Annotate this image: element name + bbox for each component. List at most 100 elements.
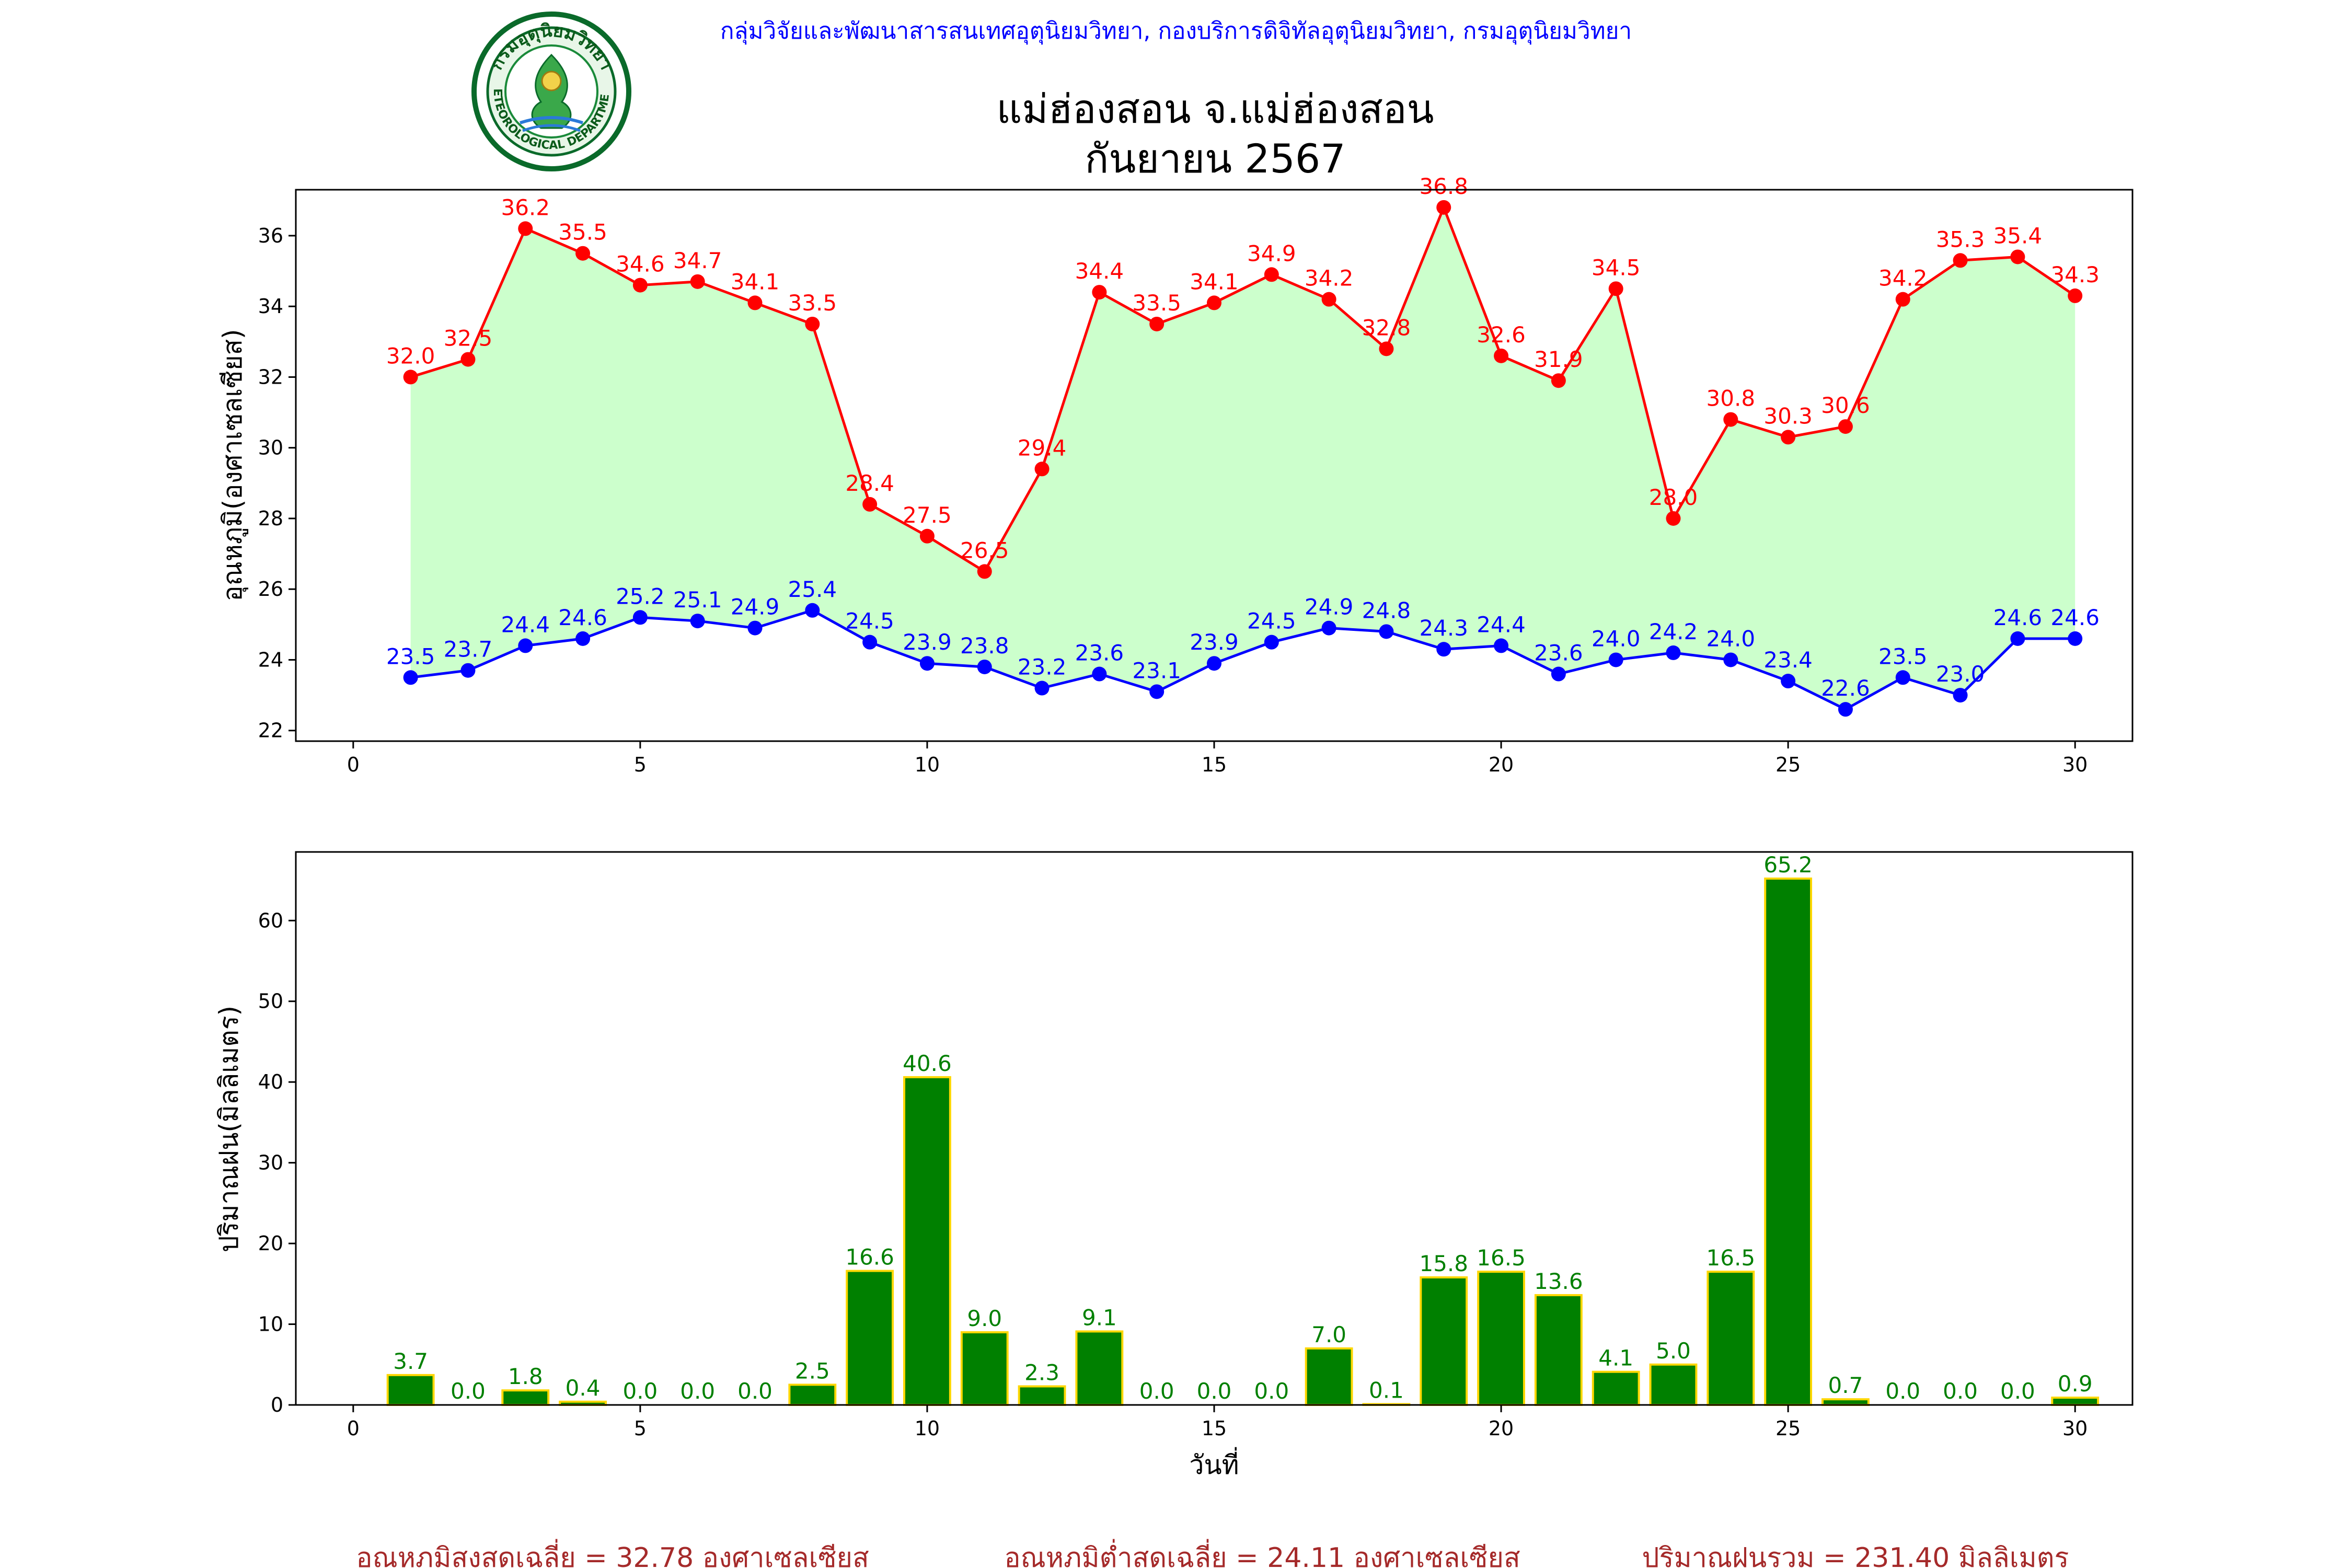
rainfall-y-tick-label: 60: [258, 909, 283, 932]
temperature-x-tick-label: 5: [634, 753, 647, 776]
min-temperature-point: [1953, 688, 1968, 703]
max-temperature-label: 29.4: [1018, 435, 1067, 460]
min-temperature-point: [1092, 666, 1107, 682]
max-temperature-label: 36.2: [501, 194, 550, 220]
min-temperature-label: 24.0: [1707, 626, 1756, 651]
rainfall-bar: [2051, 1397, 2100, 1406]
min-temperature-label: 24.0: [1592, 626, 1641, 651]
max-temperature-label: 31.9: [1534, 347, 1583, 372]
max-temperature-point: [1034, 462, 1050, 477]
temperature-y-tick-label: 32: [258, 365, 283, 388]
rainfall-bar: [1649, 1363, 1698, 1406]
temperature-x-tick-label: 25: [1775, 753, 1801, 776]
max-temperature-point: [1436, 200, 1451, 215]
rainfall-bar: [1477, 1271, 1525, 1406]
rainfall-x-tick-label: 25: [1775, 1417, 1801, 1440]
rainfall-bar-label: 0.0: [451, 1378, 486, 1404]
max-temperature-label: 27.5: [903, 502, 952, 528]
temperature-data-labels: 32.0 32.5 36.2 35.5 34.6 34.7 34.1 33.5 28.4 27.5…: [386, 174, 2100, 701]
min-temperature-point: [1379, 624, 1394, 639]
temperature-y-tick-label: 26: [258, 578, 283, 601]
temperature-y-tick-label: 28: [258, 507, 283, 530]
rainfall-bar-label: 16.5: [1707, 1245, 1756, 1271]
rainfall-x-axis-title: วันที่: [1189, 1447, 1239, 1480]
min-temperature-label: 24.4: [1477, 612, 1526, 637]
min-temperature-label: 24.4: [501, 612, 550, 637]
meteorological-department-logo: กรมอุตุนิยมวิทยา METEOROLOGICAL DEPARTME…: [471, 11, 631, 171]
max-temperature-point: [1149, 316, 1165, 331]
rainfall-y-tick-label: 10: [258, 1313, 283, 1336]
max-temperature-point: [747, 295, 763, 310]
rainfall-bar-label: 5.0: [1656, 1338, 1691, 1364]
rainfall-bar-label: 9.0: [967, 1306, 1002, 1331]
min-temperature-point: [460, 663, 476, 678]
rainfall-bar-label: 0.7: [1828, 1373, 1863, 1398]
rainfall-plot-frame: [295, 851, 2134, 1406]
min-temperature-point: [1149, 684, 1165, 699]
max-temperature-point: [977, 564, 992, 579]
rainfall-bar: [1305, 1347, 1353, 1406]
min-temperature-label: 23.4: [1763, 647, 1813, 673]
rainfall-bar-label: 4.1: [1598, 1345, 1633, 1371]
footer-total-rainfall: ปริมาณฝนรวม = 231.40 มิลลิเมตร: [1642, 1542, 2069, 1568]
rainfall-bar-label: 9.1: [1082, 1305, 1117, 1330]
rainfall-bar: [386, 1374, 435, 1406]
min-temperature-label: 22.6: [1821, 675, 1870, 701]
rainfall-bar: [960, 1331, 1009, 1406]
max-temperature-label: 34.6: [616, 251, 665, 277]
rainfall-bar-label: 0.9: [2058, 1371, 2093, 1397]
max-temperature-point: [1723, 412, 1738, 427]
max-temperature-point: [575, 246, 591, 261]
max-temperature-point: [1781, 430, 1796, 445]
rainfall-bar: [1707, 1271, 1755, 1406]
temperature-chart: 32.0 32.5 36.2 35.5 34.6 34.7 34.1 33.5 28.4 27.5…: [217, 174, 2134, 776]
max-temperature-label: 34.7: [673, 248, 722, 273]
temperature-points: [403, 200, 2083, 717]
max-temperature-label: 36.8: [1419, 174, 1468, 199]
temperature-x-tick-label: 20: [1489, 753, 1514, 776]
max-temperature-point: [919, 528, 935, 544]
rainfall-y-tick-label: 50: [258, 990, 283, 1013]
rainfall-bar: [1592, 1370, 1640, 1406]
max-temperature-label: 32.5: [444, 326, 493, 351]
rainfall-bar: [1075, 1330, 1124, 1406]
min-temperature-label: 25.2: [616, 583, 665, 609]
temperature-y-tick-label: 30: [258, 436, 283, 459]
max-temperature-label: 34.2: [1305, 266, 1354, 291]
rainfall-bar-label: 2.3: [1024, 1359, 1059, 1385]
rainfall-x-tick-label: 15: [1202, 1417, 1227, 1440]
max-temperature-point: [2068, 288, 2083, 303]
min-temperature-point: [1781, 674, 1796, 689]
max-temperature-point: [862, 497, 878, 512]
min-temperature-point: [1895, 670, 1910, 685]
rainfall-y-tick-label: 30: [258, 1151, 283, 1174]
max-temperature-point: [1551, 373, 1566, 388]
min-temperature-label: 24.8: [1362, 597, 1411, 623]
min-temperature-point: [919, 656, 935, 671]
rainfall-bar-label: 40.6: [903, 1051, 952, 1076]
max-temperature-point: [1838, 419, 1853, 434]
min-temperature-label: 24.9: [1305, 594, 1354, 620]
rainfall-bar: [846, 1270, 894, 1406]
rainfall-bar-label: 7.0: [1311, 1322, 1346, 1347]
min-temperature-label: 24.5: [1247, 608, 1296, 634]
chart-title-station: แม่ฮ่องสอน จ.แม่ฮ่องสอน: [996, 86, 1434, 132]
min-temperature-label: 24.3: [1419, 615, 1468, 641]
rainfall-bar-label: 13.6: [1534, 1269, 1583, 1294]
max-temperature-point: [1207, 295, 1221, 310]
max-temperature-point: [403, 370, 418, 385]
min-temperature-point: [1838, 702, 1853, 717]
min-temperature-label: 23.9: [903, 629, 952, 655]
max-temperature-label: 30.6: [1821, 393, 1870, 418]
min-temperature-label: 23.8: [960, 633, 1009, 659]
temperature-x-tick-label: 15: [1202, 753, 1227, 776]
rainfall-bar-label: 3.7: [393, 1348, 428, 1374]
temperature-y-tick-label: 36: [258, 224, 283, 247]
max-temperature-point: [2010, 249, 2025, 264]
rainfall-bar-label: 0.0: [680, 1378, 715, 1404]
max-temperature-label: 34.5: [1592, 255, 1641, 280]
rainfall-bar-label: 16.5: [1477, 1245, 1526, 1271]
rainfall-bar: [903, 1076, 951, 1406]
temperature-x-tick-label: 10: [915, 753, 940, 776]
max-temperature-label: 26.5: [960, 537, 1009, 563]
